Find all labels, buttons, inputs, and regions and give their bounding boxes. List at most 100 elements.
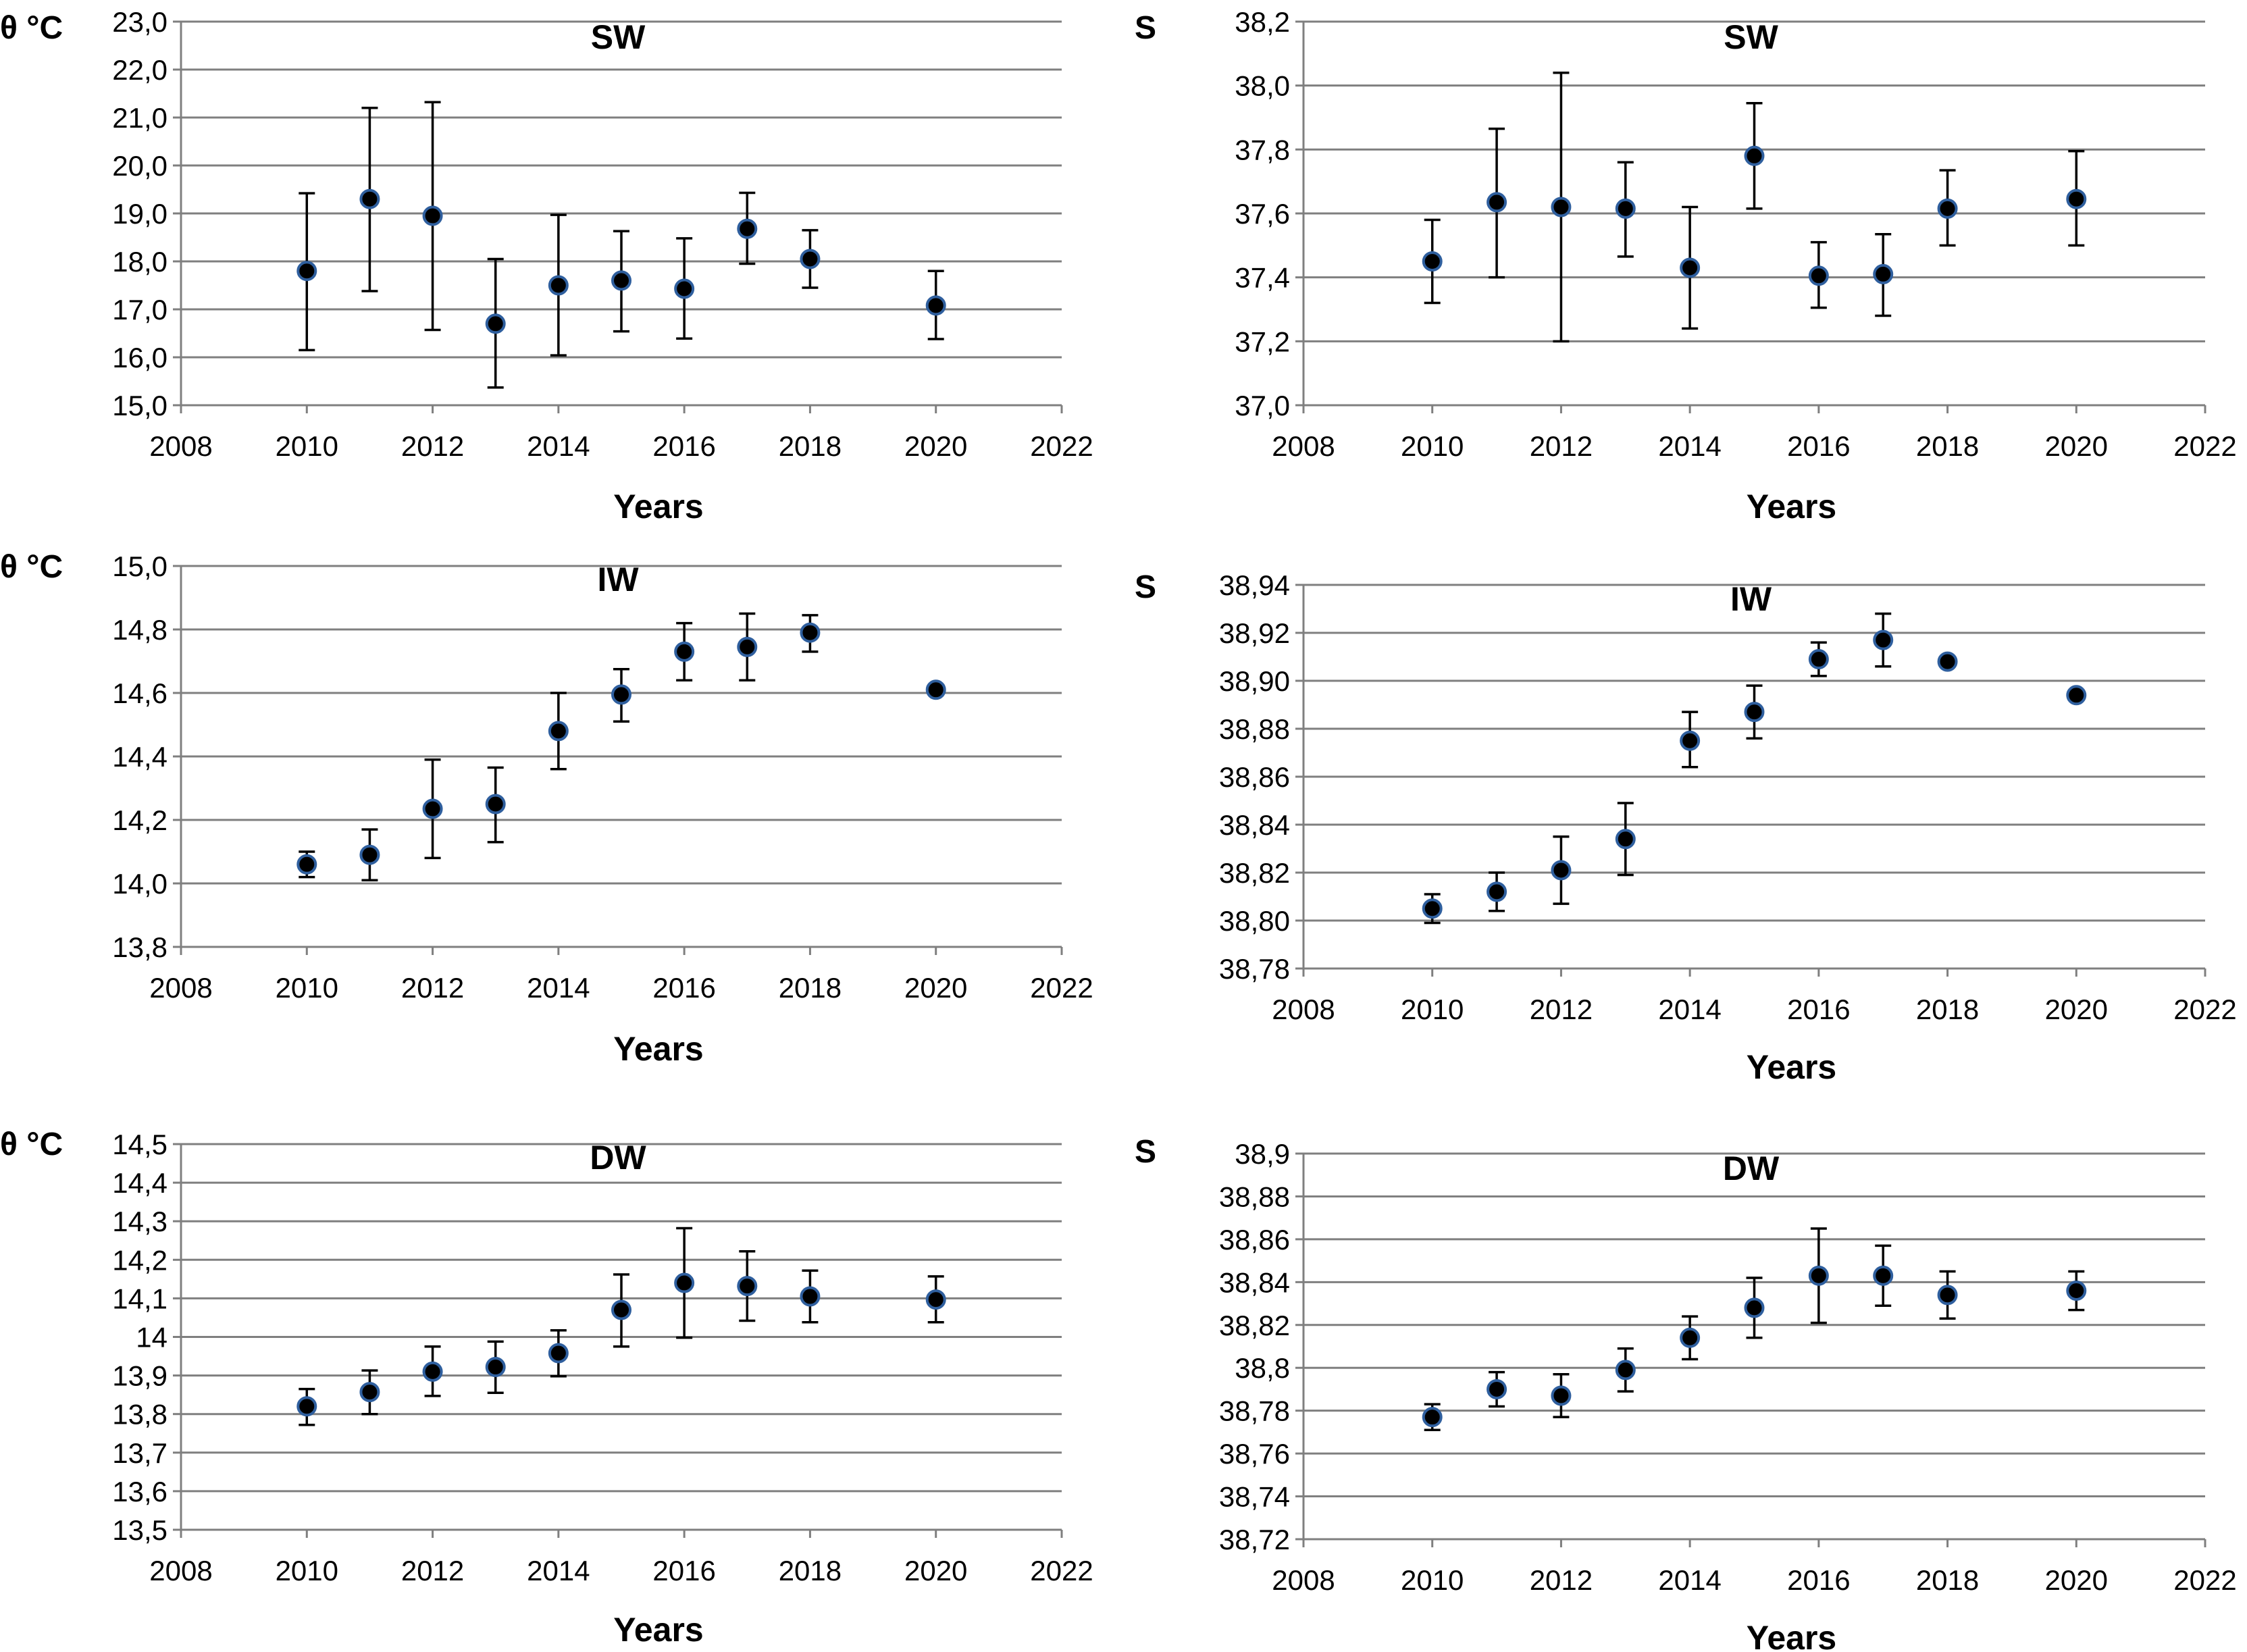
salinity-sw-ytick-label: 38,0: [1235, 70, 1290, 102]
theta-sw-point-2020: [925, 295, 946, 316]
salinity-iw-ytick-label: 38,88: [1219, 713, 1290, 745]
theta-dw-point-2013: [485, 1357, 506, 1378]
theta-dw-xtick-label: 2014: [527, 1555, 590, 1586]
theta-sw-xtick-label: 2016: [652, 430, 715, 462]
salinity-sw-xtick-label: 2014: [1658, 430, 1721, 462]
theta-sw-ytick-label: 17,0: [112, 294, 167, 326]
theta-sw-xtick-label: 2020: [904, 430, 967, 462]
salinity-iw-xtick-label: 2010: [1401, 993, 1464, 1025]
theta-iw-point-2013: [485, 794, 506, 815]
theta-iw-point-2012: [422, 798, 443, 819]
theta-sw-xtick-label: 2022: [1030, 430, 1093, 462]
theta-sw-ytick-label: 23,0: [112, 6, 167, 38]
theta-dw-xtick-label: 2008: [149, 1555, 212, 1586]
theta-dw-xtick-label: 2016: [652, 1555, 715, 1586]
salinity-dw-point-2015: [1744, 1297, 1765, 1318]
theta-iw-ytick-label: 14,4: [112, 741, 167, 773]
theta-dw-xtick-label: 2022: [1030, 1555, 1093, 1586]
theta-iw-xtick-label: 2016: [652, 972, 715, 1004]
salinity-dw-ylabel: S: [1135, 1134, 1156, 1170]
salinity-sw-point-2012: [1551, 197, 1572, 217]
salinity-sw-point-2018: [1937, 198, 1958, 219]
salinity-sw-ytick-label: 37,2: [1235, 326, 1290, 357]
theta-sw-ytick-label: 22,0: [112, 54, 167, 86]
theta-sw-xlabel: Years: [613, 488, 703, 525]
theta-sw-ylabel: θ °C: [0, 10, 63, 46]
salinity-dw-ytick-label: 38,84: [1219, 1266, 1290, 1298]
theta-iw-xtick-label: 2012: [401, 972, 464, 1004]
salinity-iw-point-2014: [1680, 730, 1701, 751]
salinity-dw-point-2011: [1487, 1378, 1507, 1399]
theta-dw-ytick-label: 13,9: [112, 1360, 167, 1392]
salinity-iw-title: IW: [1730, 580, 1772, 618]
theta-dw-point-2016: [674, 1272, 695, 1293]
salinity-sw-xtick-label: 2010: [1401, 430, 1464, 462]
salinity-iw-point-2017: [1873, 629, 1894, 650]
salinity-dw-xlabel: Years: [1747, 1619, 1836, 1652]
salinity-iw-ytick-label: 38,78: [1219, 953, 1290, 985]
salinity-iw-point-2016: [1808, 649, 1829, 670]
theta-iw-ytick-label: 13,8: [112, 931, 167, 963]
salinity-sw-title: SW: [1724, 18, 1778, 56]
salinity-dw-point-2020: [2066, 1281, 2087, 1301]
theta-iw-xlabel: Years: [613, 1030, 703, 1068]
salinity-sw-point-2014: [1680, 257, 1701, 278]
theta-sw-title: SW: [591, 18, 646, 56]
salinity-iw-point-2015: [1744, 702, 1765, 723]
salinity-iw-point-2011: [1487, 881, 1507, 902]
salinity-sw-point-2011: [1487, 192, 1507, 213]
salinity-dw-ytick-label: 38,86: [1219, 1224, 1290, 1256]
theta-iw-xtick-label: 2022: [1030, 972, 1093, 1004]
theta-dw-panel: 13,5 13,6 13,7 13,8 13,9 14 14,1 14,2 14,3 14,4 14…: [0, 1127, 1093, 1649]
salinity-iw-ytick-label: 38,86: [1219, 761, 1290, 793]
theta-sw-point-2010: [296, 261, 317, 282]
salinity-dw-ytick-label: 38,72: [1219, 1524, 1290, 1555]
salinity-dw-ytick-label: 38,82: [1219, 1310, 1290, 1341]
salinity-sw-ytick-label: 37,4: [1235, 262, 1290, 294]
salinity-iw-xtick-label: 2018: [1916, 993, 1979, 1025]
salinity-dw-panel: 38,72 38,74 38,76 38,78 38,8 38,82 38,84 38,86 3…: [1135, 1134, 2237, 1652]
theta-dw-point-2017: [737, 1276, 758, 1297]
theta-iw-xtick-label: 2018: [779, 972, 842, 1004]
theta-sw-panel: 15,0 16,0 17,0 18,0 19,0 20,0 21,0 22,0 23,0 2008…: [0, 6, 1093, 525]
theta-dw-ytick-label: 14,3: [112, 1206, 167, 1237]
theta-dw-ytick-label: 14,4: [112, 1167, 167, 1199]
salinity-sw-point-2020: [2066, 188, 2087, 209]
salinity-dw-title: DW: [1723, 1150, 1780, 1187]
salinity-iw-xtick-label: 2022: [2173, 993, 2236, 1025]
theta-sw-xtick-label: 2014: [527, 430, 590, 462]
salinity-dw-xtick-label: 2010: [1401, 1564, 1464, 1596]
theta-sw-ytick-label: 15,0: [112, 390, 167, 421]
theta-iw-point-2011: [359, 844, 380, 865]
salinity-sw-xlabel: Years: [1747, 488, 1836, 525]
theta-dw-xtick-label: 2020: [904, 1555, 967, 1586]
theta-dw-point-2010: [296, 1396, 317, 1417]
salinity-sw-panel: 37,0 37,2 37,4 37,6 37,8 38,0 38,2 2008 2010 2012…: [1135, 6, 2237, 525]
salinity-sw-xtick-label: 2020: [2045, 430, 2108, 462]
salinity-iw-xlabel: Years: [1747, 1048, 1836, 1086]
salinity-iw-ytick-label: 38,92: [1219, 617, 1290, 649]
salinity-dw-point-2013: [1615, 1360, 1636, 1380]
salinity-dw-xtick-label: 2012: [1530, 1564, 1593, 1596]
theta-iw-xtick-label: 2014: [527, 972, 590, 1004]
theta-dw-ytick-label: 13,5: [112, 1514, 167, 1546]
theta-iw-ylabel: θ °C: [0, 549, 63, 585]
salinity-sw-point-2010: [1422, 251, 1443, 272]
salinity-dw-ytick-label: 38,9: [1235, 1138, 1290, 1170]
theta-sw-ytick-label: 18,0: [112, 246, 167, 278]
theta-iw-xtick-label: 2010: [276, 972, 338, 1004]
salinity-sw-ylabel: S: [1135, 10, 1156, 46]
theta-iw-point-2014: [548, 721, 569, 742]
salinity-iw-ytick-label: 38,82: [1219, 857, 1290, 889]
theta-sw-ytick-label: 21,0: [112, 102, 167, 134]
salinity-dw-xtick-label: 2016: [1787, 1564, 1850, 1596]
theta-dw-ytick-label: 14,2: [112, 1244, 167, 1276]
theta-iw-point-2010: [296, 854, 317, 875]
salinity-iw-xtick-label: 2012: [1530, 993, 1593, 1025]
theta-iw-point-2020: [925, 679, 946, 700]
theta-dw-xtick-label: 2012: [401, 1555, 464, 1586]
salinity-dw-point-2016: [1808, 1265, 1829, 1286]
theta-dw-point-2012: [422, 1361, 443, 1382]
theta-sw-xtick-label: 2010: [276, 430, 338, 462]
salinity-iw-xtick-label: 2008: [1272, 993, 1335, 1025]
